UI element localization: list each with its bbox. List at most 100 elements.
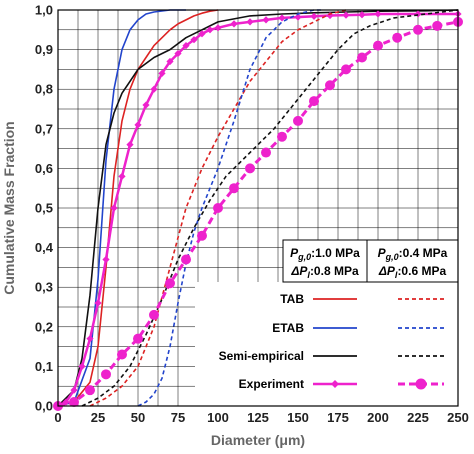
series-etab-2 xyxy=(137,9,322,407)
series-tab-1 xyxy=(57,9,219,407)
x-axis-title: Diameter (μm) xyxy=(211,432,305,448)
x-tick-label: 150 xyxy=(287,410,309,425)
plot-frame xyxy=(57,9,459,407)
data-point xyxy=(158,69,166,77)
data-point xyxy=(262,16,270,24)
data-point xyxy=(309,96,319,107)
data-point xyxy=(181,254,191,265)
series-semi-empirical-2 xyxy=(81,9,459,407)
data-point xyxy=(294,13,302,21)
y-tick-label: 0,9 xyxy=(35,42,53,57)
data-point xyxy=(182,42,190,50)
y-tick-label: 0,0 xyxy=(35,399,53,414)
y-tick-label: 1,0 xyxy=(35,3,53,18)
series-line xyxy=(57,9,186,407)
data-point xyxy=(70,386,78,394)
data-point xyxy=(142,101,150,109)
data-point xyxy=(277,131,287,142)
data-point xyxy=(357,52,367,63)
legend-condition-box xyxy=(282,239,368,283)
data-point xyxy=(325,80,335,91)
x-tick-labels: 0 25 50 75 100 125 150 175 200 225 250 xyxy=(54,410,468,425)
legend-condition-2: Pg,0:0.4 MPa ΔPl:0.6 MPa xyxy=(366,239,459,283)
data-point xyxy=(190,36,198,44)
series-line xyxy=(81,9,459,407)
legend-label: TAB xyxy=(280,292,304,306)
x-tick-label: 175 xyxy=(327,410,349,425)
series-etab-1 xyxy=(57,9,186,407)
data-point xyxy=(230,20,238,28)
data-point xyxy=(229,183,239,194)
data-point xyxy=(118,172,126,180)
legend-delta-pressure-label: ΔPl:0.8 MPa xyxy=(290,264,359,280)
data-point xyxy=(358,11,366,19)
data-point xyxy=(94,299,102,307)
data-point xyxy=(85,385,95,396)
y-tick-label: 0,5 xyxy=(35,201,53,216)
data-point xyxy=(101,369,111,380)
y-tick-label: 0,1 xyxy=(35,359,53,374)
data-point xyxy=(174,49,182,58)
legend-item-tab: TAB xyxy=(280,292,444,306)
legend-label: Semi-empirical xyxy=(219,349,304,363)
x-tick-label: 50 xyxy=(131,410,145,425)
data-point xyxy=(213,203,223,213)
data-point xyxy=(246,18,254,26)
series-line xyxy=(57,9,219,407)
legend: Pg,0:1.0 MPa ΔPl:0.8 MPa Pg,0:0.4 MPa ΔPl:0… xyxy=(195,239,459,406)
legend-item-semi-empirical: Semi-empirical xyxy=(219,349,444,363)
legend-condition-1: Pg,0:1.0 MPa ΔPl:0.8 MPa xyxy=(282,239,368,283)
data-point xyxy=(261,147,271,158)
legend-condition-box xyxy=(366,239,459,283)
legend-label: Experiment xyxy=(239,377,304,391)
data-point xyxy=(165,278,175,289)
data-point xyxy=(149,309,159,320)
legend-pressure-label: Pg,0:1.0 MPa xyxy=(290,246,360,262)
data-point xyxy=(134,121,142,129)
x-tick-label: 75 xyxy=(171,410,185,425)
data-point xyxy=(197,230,207,241)
data-point xyxy=(126,141,134,149)
data-point xyxy=(373,40,383,51)
data-point xyxy=(278,14,286,22)
data-point xyxy=(392,32,403,43)
data-point xyxy=(206,26,214,34)
legend-delta-pressure-label: ΔPl:0.6 MPa xyxy=(378,264,447,280)
y-tick-labels: 0,0 0,1 0,2 0,3 0,4 0,5 0,6 0,7 0,8 0,9 1,0 xyxy=(35,3,54,414)
data-point xyxy=(293,115,303,126)
y-tick-label: 0,6 xyxy=(35,161,53,176)
y-tick-label: 0,8 xyxy=(35,82,53,97)
data-point xyxy=(432,20,443,31)
data-point xyxy=(310,12,318,20)
legend-marker-circle xyxy=(415,378,427,390)
data-point xyxy=(86,335,94,343)
data-point xyxy=(341,64,351,75)
data-point xyxy=(102,255,110,264)
data-point xyxy=(413,24,423,35)
x-tick-label: 100 xyxy=(207,410,229,425)
x-tick-label: 225 xyxy=(407,410,429,425)
data-point xyxy=(374,10,382,18)
x-tick-label: 125 xyxy=(247,410,269,425)
legend-marker-diamond xyxy=(331,380,339,388)
y-tick-label: 0,2 xyxy=(35,319,53,334)
legend-pressure-label: Pg,0:0.4 MPa xyxy=(378,246,448,262)
data-point xyxy=(69,397,79,408)
data-point xyxy=(245,163,255,174)
y-tick-label: 0,4 xyxy=(35,240,54,255)
data-point xyxy=(342,11,350,19)
y-axis-title: Cumulative Mass Fraction xyxy=(1,121,17,295)
series-experiment-2 xyxy=(53,16,463,411)
data-point xyxy=(150,85,158,93)
x-tick-label: 250 xyxy=(447,410,469,425)
x-tick-label: 200 xyxy=(367,410,389,425)
data-point xyxy=(117,349,127,360)
y-tick-label: 0,3 xyxy=(35,280,53,295)
x-tick-label: 0 xyxy=(54,410,61,425)
data-point xyxy=(110,204,118,212)
y-tick-label: 0,7 xyxy=(35,121,53,136)
data-point xyxy=(166,57,174,66)
data-point xyxy=(78,362,86,370)
data-point xyxy=(133,333,143,344)
series-line xyxy=(137,9,322,407)
